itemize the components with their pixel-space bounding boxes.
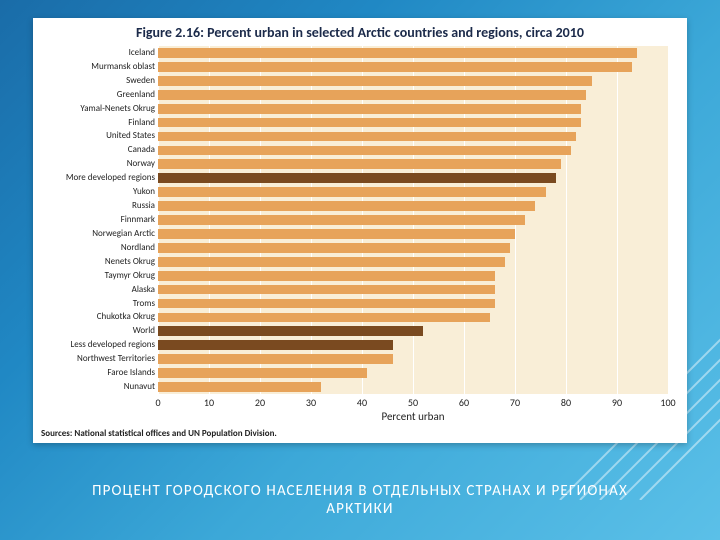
bar-row: [158, 299, 495, 309]
y-axis-label: Finnmark: [35, 215, 155, 225]
y-axis-label: Greenland: [35, 90, 155, 100]
bar-row: [158, 313, 490, 323]
bar-row: [158, 187, 546, 197]
chart-title: Figure 2.16: Percent urban in selected A…: [33, 18, 687, 43]
bar: [158, 173, 556, 183]
y-axis-label: Nunavut: [35, 382, 155, 392]
y-axis-label: Finland: [35, 118, 155, 128]
bar-row: [158, 354, 393, 364]
bar-row: [158, 215, 525, 225]
y-axis-label: More developed regions: [35, 173, 155, 183]
bar-row: [158, 90, 586, 100]
bar: [158, 368, 367, 378]
x-tick-label: 20: [255, 396, 265, 409]
y-axis-label: Less developed regions: [35, 340, 155, 350]
x-tick-label: 100: [660, 396, 675, 409]
bar-row: [158, 257, 505, 267]
bar: [158, 313, 490, 323]
y-axis-label: Russia: [35, 201, 155, 211]
sources-text: Sources: National statistical offices an…: [41, 428, 277, 439]
bar: [158, 104, 581, 114]
bar: [158, 187, 546, 197]
chart-card: Figure 2.16: Percent urban in selected A…: [33, 18, 687, 443]
bar-row: [158, 271, 495, 281]
y-axis-label: Norwegian Arctic: [35, 229, 155, 239]
y-axis-label: Yukon: [35, 187, 155, 197]
x-tick-label: 70: [510, 396, 520, 409]
gridline: [668, 46, 669, 394]
y-axis-label: Nenets Okrug: [35, 257, 155, 267]
bar-row: [158, 76, 592, 86]
bar: [158, 48, 637, 58]
bar-row: [158, 62, 632, 72]
bar-row: [158, 173, 556, 183]
bar: [158, 326, 423, 336]
bar: [158, 90, 586, 100]
x-axis-label: Percent urban: [158, 410, 668, 423]
y-axis-label: Yamal-Nenets Okrug: [35, 104, 155, 114]
bar-row: [158, 229, 515, 239]
x-tick-label: 60: [459, 396, 469, 409]
x-tick-label: 50: [408, 396, 418, 409]
bar-row: [158, 285, 495, 295]
y-axis-label: Alaska: [35, 285, 155, 295]
bar: [158, 340, 393, 350]
bar: [158, 215, 525, 225]
y-axis-label: World: [35, 326, 155, 336]
y-axis-label: United States: [35, 131, 155, 141]
y-axis-label: Chukotka Okrug: [35, 312, 155, 322]
y-axis-label: Sweden: [35, 76, 155, 86]
bar-row: [158, 118, 581, 128]
plot-area: [158, 46, 668, 394]
y-axis-label: Northwest Territories: [35, 354, 155, 364]
y-axis-label: Troms: [35, 299, 155, 309]
y-axis-label: Murmansk oblast: [35, 62, 155, 72]
bar-row: [158, 201, 535, 211]
y-axis-label: Nordland: [35, 243, 155, 253]
bar-row: [158, 326, 423, 336]
bar: [158, 118, 581, 128]
x-tick-label: 80: [561, 396, 571, 409]
bar: [158, 243, 510, 253]
bar: [158, 257, 505, 267]
bar: [158, 229, 515, 239]
bar: [158, 382, 321, 392]
bar-row: [158, 243, 510, 253]
bar-row: [158, 48, 637, 58]
y-axis-label: Taymyr Okrug: [35, 271, 155, 281]
bar: [158, 354, 393, 364]
x-tick-label: 30: [306, 396, 316, 409]
y-axis-label: Iceland: [35, 48, 155, 58]
bar: [158, 146, 571, 156]
gridline: [617, 46, 618, 394]
bar: [158, 132, 576, 142]
bar: [158, 271, 495, 281]
bar: [158, 62, 632, 72]
bar-row: [158, 340, 393, 350]
x-tick-label: 90: [612, 396, 622, 409]
y-axis-label: Faroe Islands: [35, 368, 155, 378]
bar: [158, 159, 561, 169]
x-tick-label: 0: [155, 396, 160, 409]
bar: [158, 76, 592, 86]
bar-row: [158, 146, 571, 156]
bar-row: [158, 104, 581, 114]
bar-row: [158, 368, 367, 378]
x-tick-label: 10: [204, 396, 214, 409]
bar: [158, 299, 495, 309]
y-axis-label: Canada: [35, 145, 155, 155]
bar: [158, 285, 495, 295]
slide-caption: ПРОЦЕНТ ГОРОДСКОГО НАСЕЛЕНИЯ В ОТДЕЛЬНЫХ…: [0, 482, 720, 518]
bar-row: [158, 159, 561, 169]
bar-row: [158, 382, 321, 392]
x-tick-label: 40: [357, 396, 367, 409]
y-axis-label: Norway: [35, 159, 155, 169]
bar: [158, 201, 535, 211]
bar-row: [158, 132, 576, 142]
